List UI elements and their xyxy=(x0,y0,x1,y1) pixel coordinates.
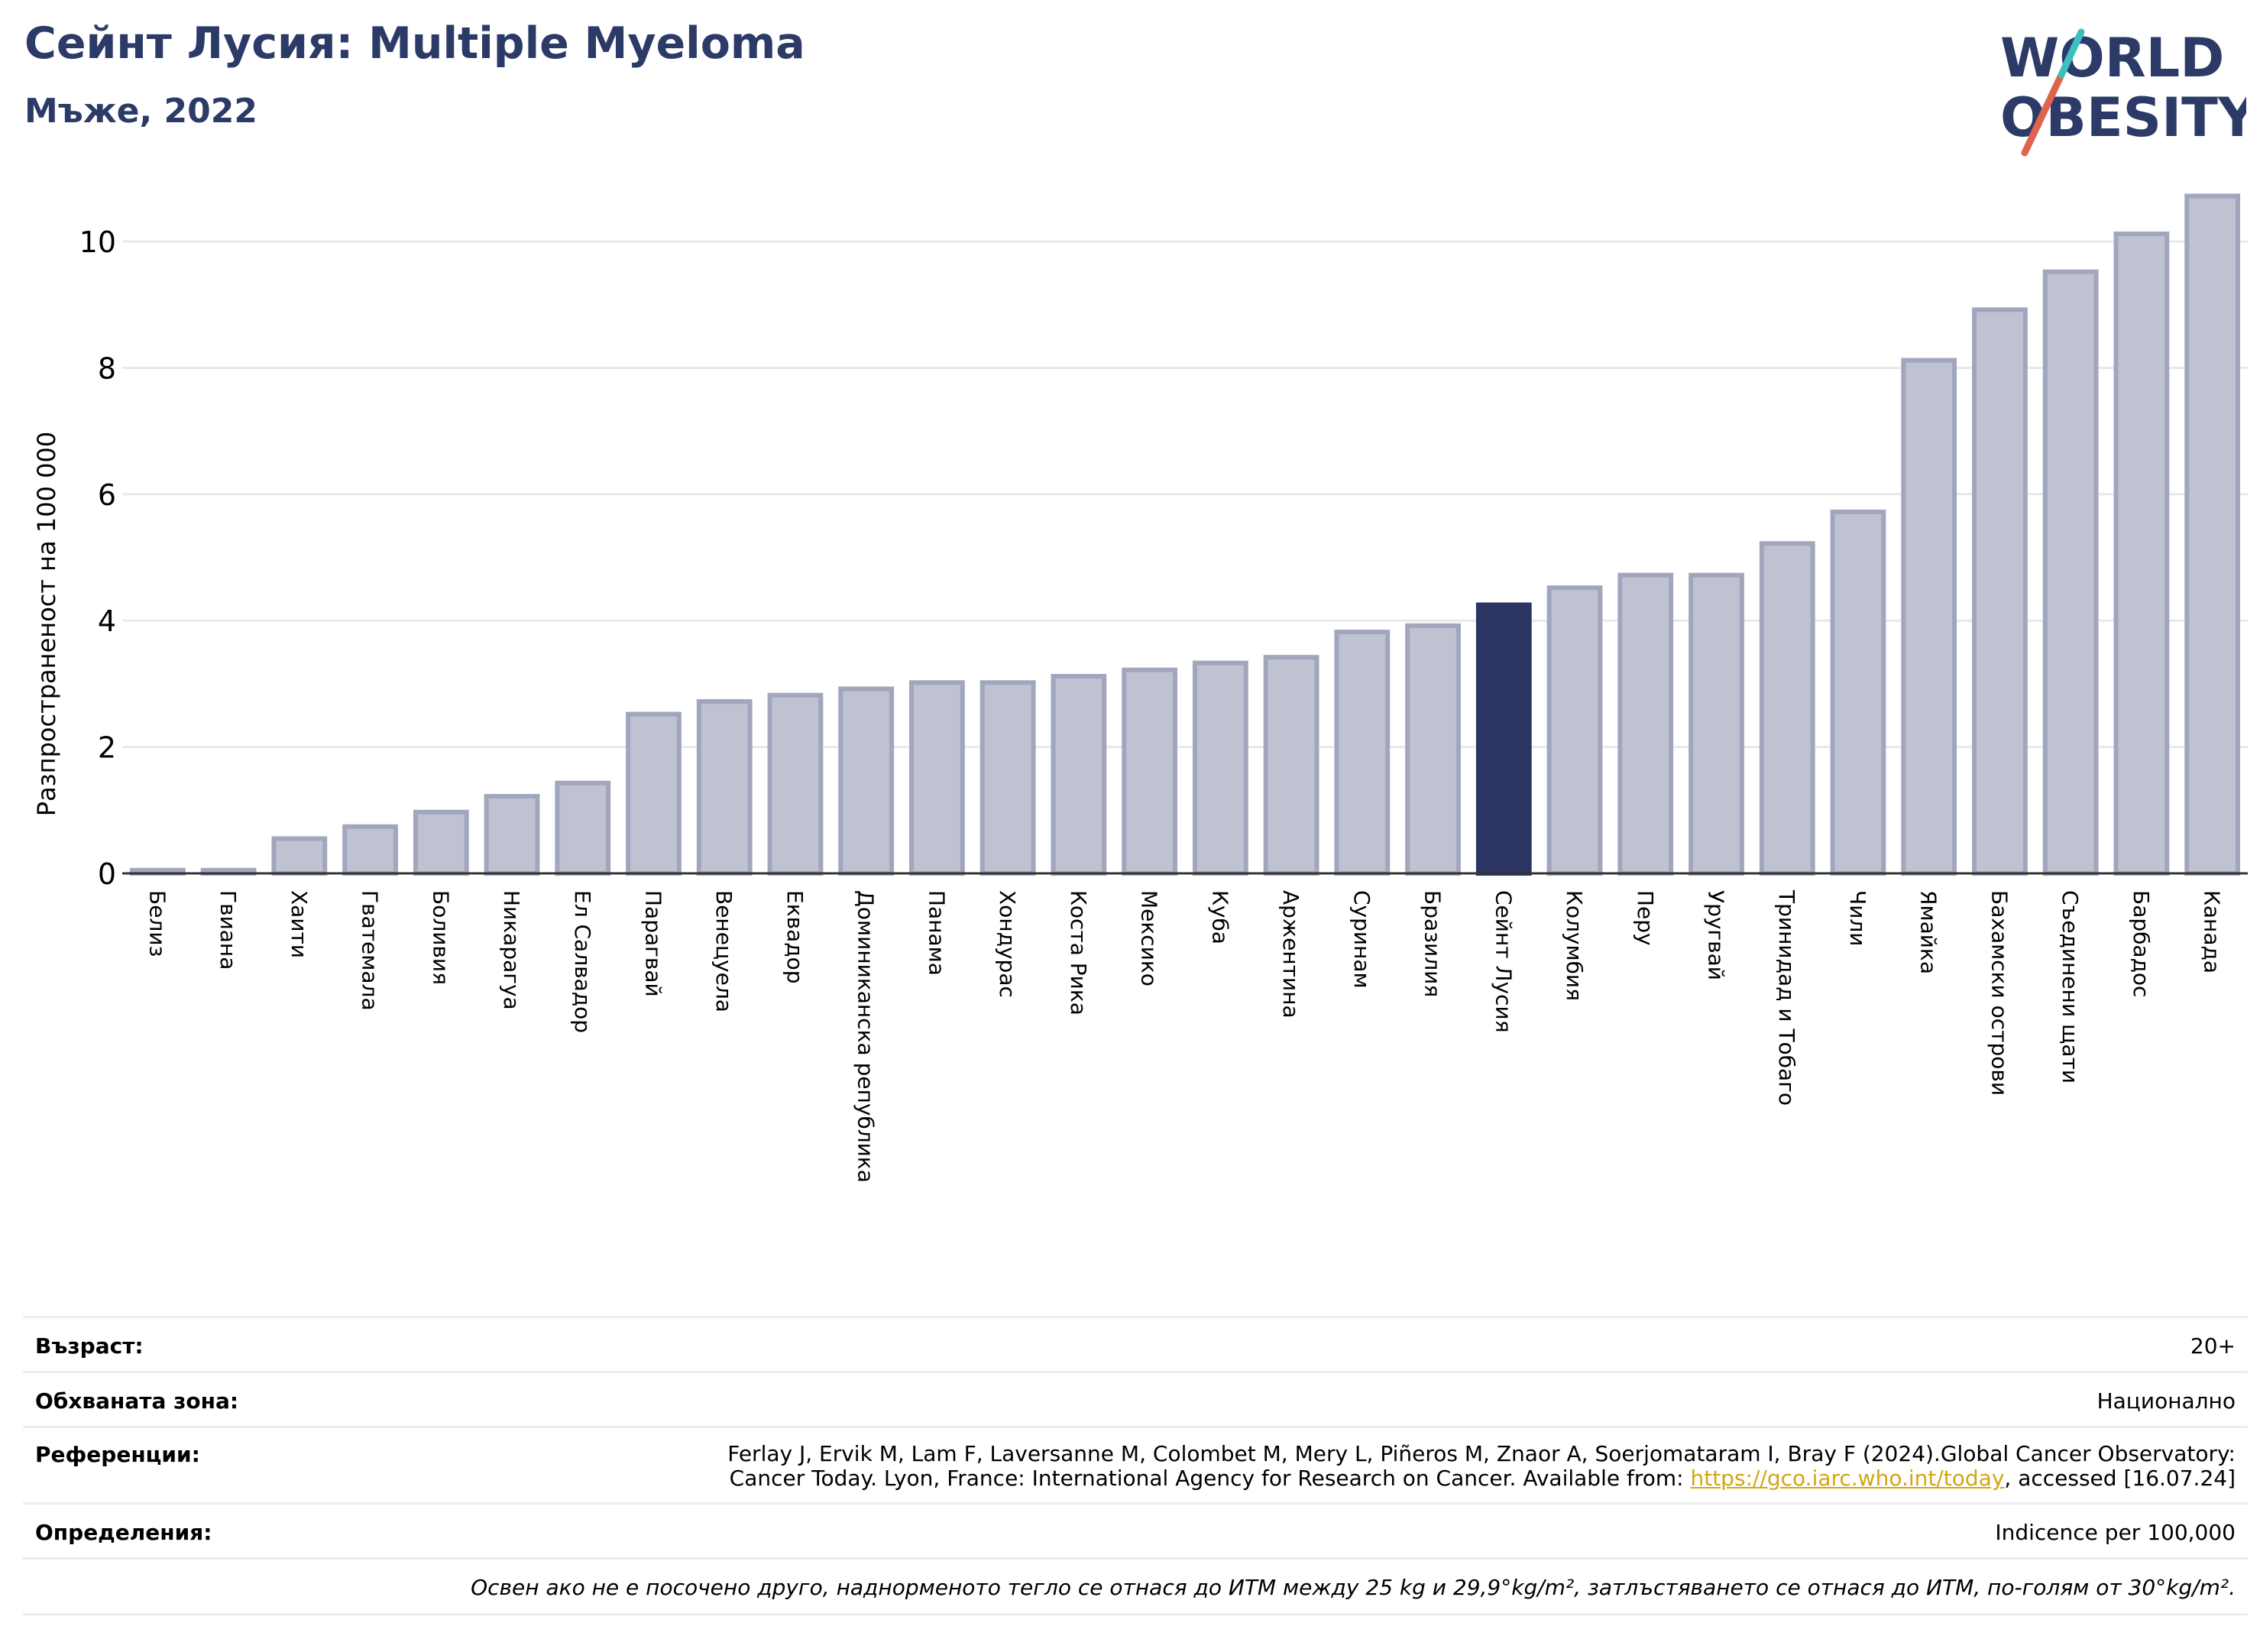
x-tick-label: Венецуела xyxy=(711,890,737,1012)
y-axis-label: Разпространеност на 100 000 xyxy=(32,432,61,816)
age-label: Възраст: xyxy=(35,1333,144,1359)
x-tick-label: Парагвай xyxy=(641,890,666,997)
x-tick-label: Белиз xyxy=(144,890,170,957)
bar xyxy=(1051,673,1107,876)
x-tick-label: Никарагуа xyxy=(499,890,524,1010)
references-value: Ferlay J, Ervik M, Lam F, Laversanne M, … xyxy=(727,1442,2236,1491)
info-row-note: Освен ако не е посочено друго, наднормен… xyxy=(23,1557,2248,1615)
info-table: Възраст: 20+ Обхваната зона: Национално … xyxy=(23,1316,2248,1615)
x-tick-label: Гвиана xyxy=(215,890,241,970)
x-tick-label: Боливия xyxy=(428,890,453,985)
y-tick-label: 4 xyxy=(98,604,116,638)
x-tick-label: Бразилия xyxy=(1420,890,1446,997)
bar xyxy=(838,686,895,876)
logo-slash-teal xyxy=(2058,28,2085,79)
bar xyxy=(1759,541,1815,876)
bar xyxy=(342,824,398,876)
bar xyxy=(2113,232,2170,876)
logo-text-world: WORLD xyxy=(2000,27,2224,89)
references-line-2-start: Cancer Today. Lyon, France: Internationa… xyxy=(729,1466,1691,1491)
x-tick-label: Хондурас xyxy=(995,890,1020,998)
definitions-value: Indicence per 100,000 xyxy=(1995,1520,2236,1545)
y-tick-label: 6 xyxy=(98,478,116,512)
bar xyxy=(1263,655,1319,876)
y-tick-label: 2 xyxy=(98,731,116,765)
x-tick-label: Уругвай xyxy=(1704,890,1729,980)
bar xyxy=(1122,667,1178,876)
bar xyxy=(1546,585,1603,876)
bar xyxy=(979,680,1036,876)
bar xyxy=(696,699,753,876)
references-line-1: Ferlay J, Ervik M, Lam F, Laversanne M, … xyxy=(727,1441,2236,1466)
x-tick-label: Колумбия xyxy=(1562,890,1587,1001)
x-tick-label: Куба xyxy=(1207,890,1232,944)
y-tick-label: 0 xyxy=(98,857,116,891)
y-tick-label: 8 xyxy=(98,351,116,385)
bar xyxy=(1334,630,1391,876)
info-row-area: Обхваната зона: Национално xyxy=(23,1371,2248,1426)
bar xyxy=(1901,358,1957,876)
x-tick-label: Бахамски острови xyxy=(1986,890,2012,1096)
x-tick-label: Барбадос xyxy=(2129,890,2154,997)
area-label: Обхваната зона: xyxy=(35,1388,239,1414)
x-tick-label: Ямайка xyxy=(1916,890,1941,974)
bar xyxy=(1972,307,2028,876)
x-tick-label: Тринидад и Тобаго xyxy=(1774,889,1799,1106)
x-tick-label: Съединени щати xyxy=(2058,890,2083,1084)
bar xyxy=(1617,572,1674,876)
bar xyxy=(909,680,965,876)
references-label: Референции: xyxy=(35,1442,200,1467)
x-tick-label: Канада xyxy=(2200,890,2225,973)
x-tick-label: Коста Рика xyxy=(1066,890,1091,1015)
bar xyxy=(2184,193,2241,876)
x-tick-label: Доминиканска република xyxy=(853,890,879,1183)
area-value: Национално xyxy=(2096,1388,2236,1414)
footnote: Освен ако не е посочено друго, наднормен… xyxy=(471,1575,2236,1600)
age-value: 20+ xyxy=(2190,1333,2236,1359)
x-tick-label: Панама xyxy=(924,890,949,976)
info-row-age: Възраст: 20+ xyxy=(23,1316,2248,1371)
bar xyxy=(626,711,682,876)
info-row-references: Референции: Ferlay J, Ervik M, Lam F, La… xyxy=(23,1426,2248,1502)
x-tick-label: Гватемала xyxy=(358,890,383,1011)
x-tick-label: Суринам xyxy=(1349,890,1374,989)
x-tick-label: Сейнт Лусия xyxy=(1491,890,1516,1033)
x-tick-label: Аржентина xyxy=(1278,890,1303,1019)
x-tick-label: Ел Салвадор xyxy=(570,890,595,1033)
bar xyxy=(413,809,469,876)
x-tick-label: Чили xyxy=(1845,890,1870,947)
y-tick-label: 10 xyxy=(79,225,116,259)
x-tick-label: Мексико xyxy=(1137,890,1162,986)
bar xyxy=(1192,660,1248,876)
bar xyxy=(1689,572,1744,876)
bar xyxy=(555,780,611,876)
bar xyxy=(1830,509,1886,876)
references-link[interactable]: https://gco.iarc.who.int/today xyxy=(1690,1466,2005,1491)
x-tick-label: Перу xyxy=(1633,890,1658,946)
bar-chart: 0 2 4 6 8 10 Разпространеност на 100 000 Белиз Г… xyxy=(32,193,2248,1183)
bar xyxy=(2042,269,2099,876)
world-obesity-logo: WORLD OBESITY xyxy=(2000,27,2246,157)
info-row-definitions: Определения: Indicence per 100,000 xyxy=(23,1502,2248,1557)
bar xyxy=(1405,623,1461,876)
chart-subtitle: Мъже, 2022 xyxy=(24,92,257,131)
logo-slash-red xyxy=(2021,71,2065,157)
bar xyxy=(484,794,540,876)
bar xyxy=(271,836,328,876)
definitions-label: Определения: xyxy=(35,1520,212,1545)
bar xyxy=(767,692,824,876)
references-line-2-end: , accessed [16.07.24] xyxy=(2004,1466,2236,1491)
x-tick-label: Хаити xyxy=(287,890,312,958)
chart-title: Сейнт Лусия: Multiple Myeloma xyxy=(24,18,805,69)
bar xyxy=(1475,602,1532,876)
x-tick-label: Еквадор xyxy=(782,890,808,984)
